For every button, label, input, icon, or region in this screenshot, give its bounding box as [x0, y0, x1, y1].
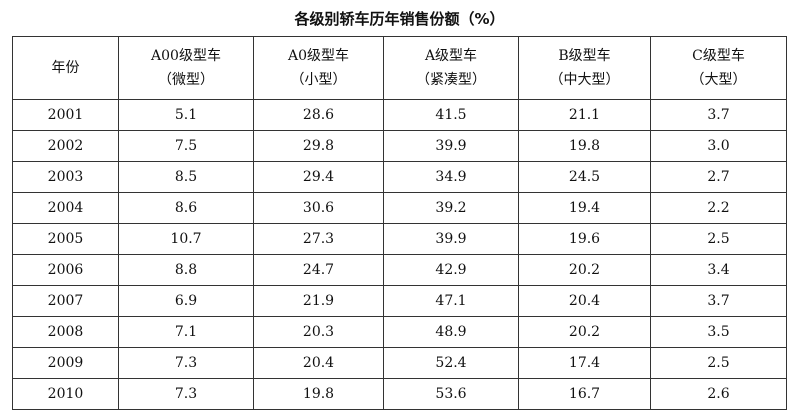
value-cell: 34.9 [383, 161, 519, 193]
value-cell: 5.1 [118, 99, 254, 131]
value-cell: 6.9 [118, 285, 254, 317]
year-cell: 2003 [12, 161, 119, 193]
value-cell: 2.5 [650, 347, 787, 379]
value-cell: 7.3 [118, 347, 254, 379]
value-cell: 24.5 [518, 161, 651, 193]
value-cell: 8.8 [118, 254, 254, 286]
value-cell: 41.5 [383, 99, 519, 131]
value-cell: 8.5 [118, 161, 254, 193]
sales-table: 年份 A00级型车 （微型） A0级型车 （小型） A级型车 （紧凑型） B级型车 （中大型） C… [12, 36, 787, 410]
value-cell: 3.0 [650, 130, 787, 162]
header-cell: A00级型车 （微型） [118, 36, 254, 100]
table-body: 年份 A00级型车 （微型） A0级型车 （小型） A级型车 （紧凑型） B级型车 （中大型） C… [12, 36, 787, 410]
value-cell: 10.7 [118, 223, 254, 255]
value-cell: 16.7 [518, 378, 651, 410]
value-cell: 29.8 [253, 130, 384, 162]
header-text: （小型） [290, 72, 347, 88]
data-row: 2002 7.5 29.8 39.9 19.8 3.0 [12, 130, 787, 162]
year-cell: 2004 [12, 192, 119, 224]
value-cell: 20.2 [518, 316, 651, 348]
value-cell: 30.6 [253, 192, 384, 224]
value-cell: 19.6 [518, 223, 651, 255]
value-cell: 53.6 [383, 378, 519, 410]
value-cell: 48.9 [383, 316, 519, 348]
header-text: （微型） [158, 72, 214, 88]
header-text: （大型） [690, 72, 747, 88]
value-cell: 47.1 [383, 285, 519, 317]
value-cell: 8.6 [118, 192, 254, 224]
value-cell: 39.9 [383, 223, 519, 255]
value-cell: 39.2 [383, 192, 519, 224]
value-cell: 7.5 [118, 130, 254, 162]
value-cell: 19.4 [518, 192, 651, 224]
value-cell: 7.1 [118, 316, 254, 348]
value-cell: 3.5 [650, 316, 787, 348]
header-text: A级型车 [424, 48, 478, 64]
value-cell: 21.1 [518, 99, 651, 131]
header-cell: A级型车 （紧凑型） [383, 36, 519, 100]
value-cell: 24.7 [253, 254, 384, 286]
data-row: 2005 10.7 27.3 39.9 19.6 2.5 [12, 223, 787, 255]
data-row: 2007 6.9 21.9 47.1 20.4 3.7 [12, 285, 787, 317]
value-cell: 42.9 [383, 254, 519, 286]
year-cell: 2005 [12, 223, 119, 255]
header-text: （中大型） [549, 72, 620, 88]
value-cell: 3.7 [650, 285, 787, 317]
value-cell: 21.9 [253, 285, 384, 317]
header-cell: C级型车 （大型） [650, 36, 787, 100]
value-cell: 2.5 [650, 223, 787, 255]
year-cell: 2010 [12, 378, 119, 410]
header-text: A00级型车 [151, 48, 221, 64]
header-row: 年份 A00级型车 （微型） A0级型车 （小型） A级型车 （紧凑型） B级型车 （中大型） C… [12, 36, 787, 100]
data-row: 2004 8.6 30.6 39.2 19.4 2.2 [12, 192, 787, 224]
year-cell: 2009 [12, 347, 119, 379]
data-row: 2009 7.3 20.4 52.4 17.4 2.5 [12, 347, 787, 379]
value-cell: 19.8 [518, 130, 651, 162]
header-text: B级型车 [558, 48, 611, 64]
value-cell: 20.2 [518, 254, 651, 286]
value-cell: 39.9 [383, 130, 519, 162]
header-cell: A0级型车 （小型） [253, 36, 384, 100]
header-text: C级型车 [692, 48, 745, 64]
data-row: 2003 8.5 29.4 34.9 24.5 2.7 [12, 161, 787, 193]
value-cell: 3.7 [650, 99, 787, 131]
header-cell: B级型车 （中大型） [518, 36, 651, 100]
table-title: 各级别轿车历年销售份额（%） [294, 10, 505, 28]
data-row: 2001 5.1 28.6 41.5 21.1 3.7 [12, 99, 787, 131]
value-cell: 2.6 [650, 378, 787, 410]
value-cell: 20.3 [253, 316, 384, 348]
header-cell: 年份 [12, 36, 119, 100]
year-cell: 2007 [12, 285, 119, 317]
header-text: 年份 [51, 60, 80, 76]
value-cell: 20.4 [518, 285, 651, 317]
data-row: 2008 7.1 20.3 48.9 20.2 3.5 [12, 316, 787, 348]
value-cell: 2.7 [650, 161, 787, 193]
value-cell: 29.4 [253, 161, 384, 193]
data-row: 2006 8.8 24.7 42.9 20.2 3.4 [12, 254, 787, 286]
year-cell: 2006 [12, 254, 119, 286]
data-row: 2010 7.3 19.8 53.6 16.7 2.6 [12, 378, 787, 410]
value-cell: 17.4 [518, 347, 651, 379]
value-cell: 27.3 [253, 223, 384, 255]
value-cell: 7.3 [118, 378, 254, 410]
value-cell: 52.4 [383, 347, 519, 379]
value-cell: 19.8 [253, 378, 384, 410]
value-cell: 3.4 [650, 254, 787, 286]
header-text: A0级型车 [287, 48, 350, 64]
header-text: （紧凑型） [416, 72, 486, 88]
year-cell: 2001 [12, 99, 119, 131]
value-cell: 2.2 [650, 192, 787, 224]
value-cell: 20.4 [253, 347, 384, 379]
value-cell: 28.6 [253, 99, 384, 131]
year-cell: 2008 [12, 316, 119, 348]
year-cell: 2002 [12, 130, 119, 162]
